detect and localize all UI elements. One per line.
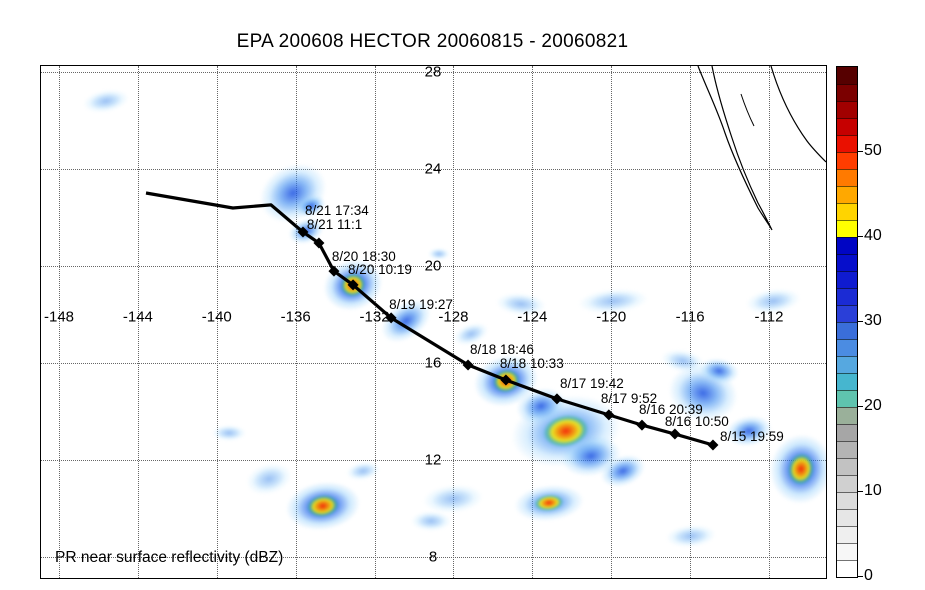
colorbar-segment: [837, 203, 857, 220]
plot-area: -148 -144 -140 -136 -132 -128 -124 -120 -116 -112…: [40, 65, 827, 579]
overpass-time-label: 8/20 10:19: [348, 262, 412, 277]
colorbar-tick: [857, 236, 863, 237]
colorbar-segment: [837, 441, 857, 458]
colorbar-segment: [837, 356, 857, 373]
overpass-time-label: 8/18 18:46: [470, 342, 534, 357]
lat-gridline: [41, 266, 826, 267]
colorbar-segment: [837, 373, 857, 390]
lat-gridline: [41, 72, 826, 73]
colorbar-segment: [837, 288, 857, 305]
track-marker-diamond: [462, 359, 474, 371]
track-marker-diamond: [347, 279, 359, 291]
colorbar-segment: [837, 118, 857, 135]
track-marker-diamond: [500, 374, 512, 386]
reflectivity-patch: [427, 248, 451, 261]
track-marker-diamond: [328, 265, 340, 277]
colorbar-segment: [837, 101, 857, 118]
storm-track-line: [145, 191, 714, 447]
colorbar-segment: [837, 220, 857, 237]
colorbar-tick: [857, 576, 863, 577]
mainland-coast-outline: [770, 66, 826, 163]
colorbar-tick: [857, 406, 863, 407]
gulf-island-outline: [740, 93, 755, 127]
lon-gridline: [137, 66, 139, 578]
colorbar-tick-label: 40: [864, 227, 882, 244]
track-marker-diamond: [313, 237, 325, 249]
overpass-time-label: 8/21 11:1: [307, 217, 362, 232]
colorbar-segment: [837, 339, 857, 356]
coastline-layer: [697, 66, 826, 231]
colorbar-segment: [837, 322, 857, 339]
colorbar-tick-label: 0: [864, 567, 873, 584]
colorbar-segment: [837, 271, 857, 288]
lat-gridline: [41, 363, 826, 364]
colorbar-segment: [837, 458, 857, 475]
overpass-time-label: 8/15 19:59: [720, 429, 784, 444]
chart-title: EPA 200608 HECTOR 20060815 - 20060821: [236, 31, 629, 52]
colorbar-segment: [837, 67, 857, 84]
colorbar-tick-label: 20: [864, 397, 882, 414]
reflectivity-patch: [212, 425, 246, 442]
reflectivity-patch: [411, 511, 451, 532]
track-marker-diamond: [707, 439, 719, 451]
colorbar-segment: [837, 305, 857, 322]
overpass-time-label: 8/18 10:33: [500, 356, 564, 371]
overpass-time-label: 8/21 17:34: [305, 203, 369, 218]
overpass-time-label: 8/17 19:42: [560, 376, 624, 391]
lon-gridline: [453, 66, 455, 578]
colorbar-tick: [857, 491, 863, 492]
lon-gridline: [374, 66, 376, 578]
colorbar-segment: [837, 560, 857, 577]
colorbar-segment: [837, 390, 857, 407]
colorbar-segment: [837, 475, 857, 492]
colorbar-tick-label: 50: [864, 142, 882, 159]
lon-gridline: [295, 66, 297, 578]
lon-gridline: [611, 66, 613, 578]
colorbar-tick-label: 10: [864, 482, 882, 499]
colorbar-segment: [837, 424, 857, 441]
baja-california-outline: [697, 66, 773, 231]
colorbar-segment: [837, 543, 857, 560]
colorbar-tick-label: 30: [864, 312, 882, 329]
colorbar-segment: [837, 135, 857, 152]
colorbar-segment: [837, 169, 857, 186]
lon-gridline: [532, 66, 534, 578]
colorbar-segment: [837, 526, 857, 543]
lat-gridline: [41, 460, 826, 461]
colorbar-segment: [837, 84, 857, 101]
colorbar-segment: [837, 254, 857, 271]
colorbar-segment: [837, 237, 857, 254]
colorbar-segment: [837, 492, 857, 509]
track-marker-diamond: [385, 312, 397, 324]
lon-gridline: [216, 66, 218, 578]
colorbar-segment: [837, 186, 857, 203]
lat-gridline: [41, 557, 826, 558]
colorbar-tick: [857, 321, 863, 322]
colorbar: [836, 66, 858, 578]
overpass-time-label: 8/16 10:50: [665, 414, 729, 429]
colorbar-caption: PR near surface reflectivity (dBZ): [55, 549, 284, 566]
track-marker-diamond: [297, 226, 309, 238]
overpass-time-label: 8/16 20:39: [639, 402, 703, 417]
overpass-time-label: 8/17 9:52: [601, 391, 657, 406]
lat-gridline: [41, 169, 826, 170]
overpass-time-label: 8/20 18:30: [332, 249, 396, 264]
colorbar-segment: [837, 407, 857, 424]
track-marker-diamond: [636, 419, 648, 431]
storm-track-layer: 8/21 17:348/21 11:1 8/20 18:308/20 10:19 8…: [145, 191, 784, 451]
track-marker-diamond: [669, 428, 681, 440]
overpass-time-label: 8/19 19:27: [389, 297, 453, 312]
lon-gridline: [59, 66, 60, 578]
lon-gridline: [768, 66, 770, 578]
lon-gridline: [690, 66, 692, 578]
track-marker-diamond: [551, 393, 563, 405]
track-marker-diamond: [603, 409, 615, 421]
colorbar-tick: [857, 151, 863, 152]
colorbar-segment: [837, 509, 857, 526]
colorbar-segment: [837, 152, 857, 169]
